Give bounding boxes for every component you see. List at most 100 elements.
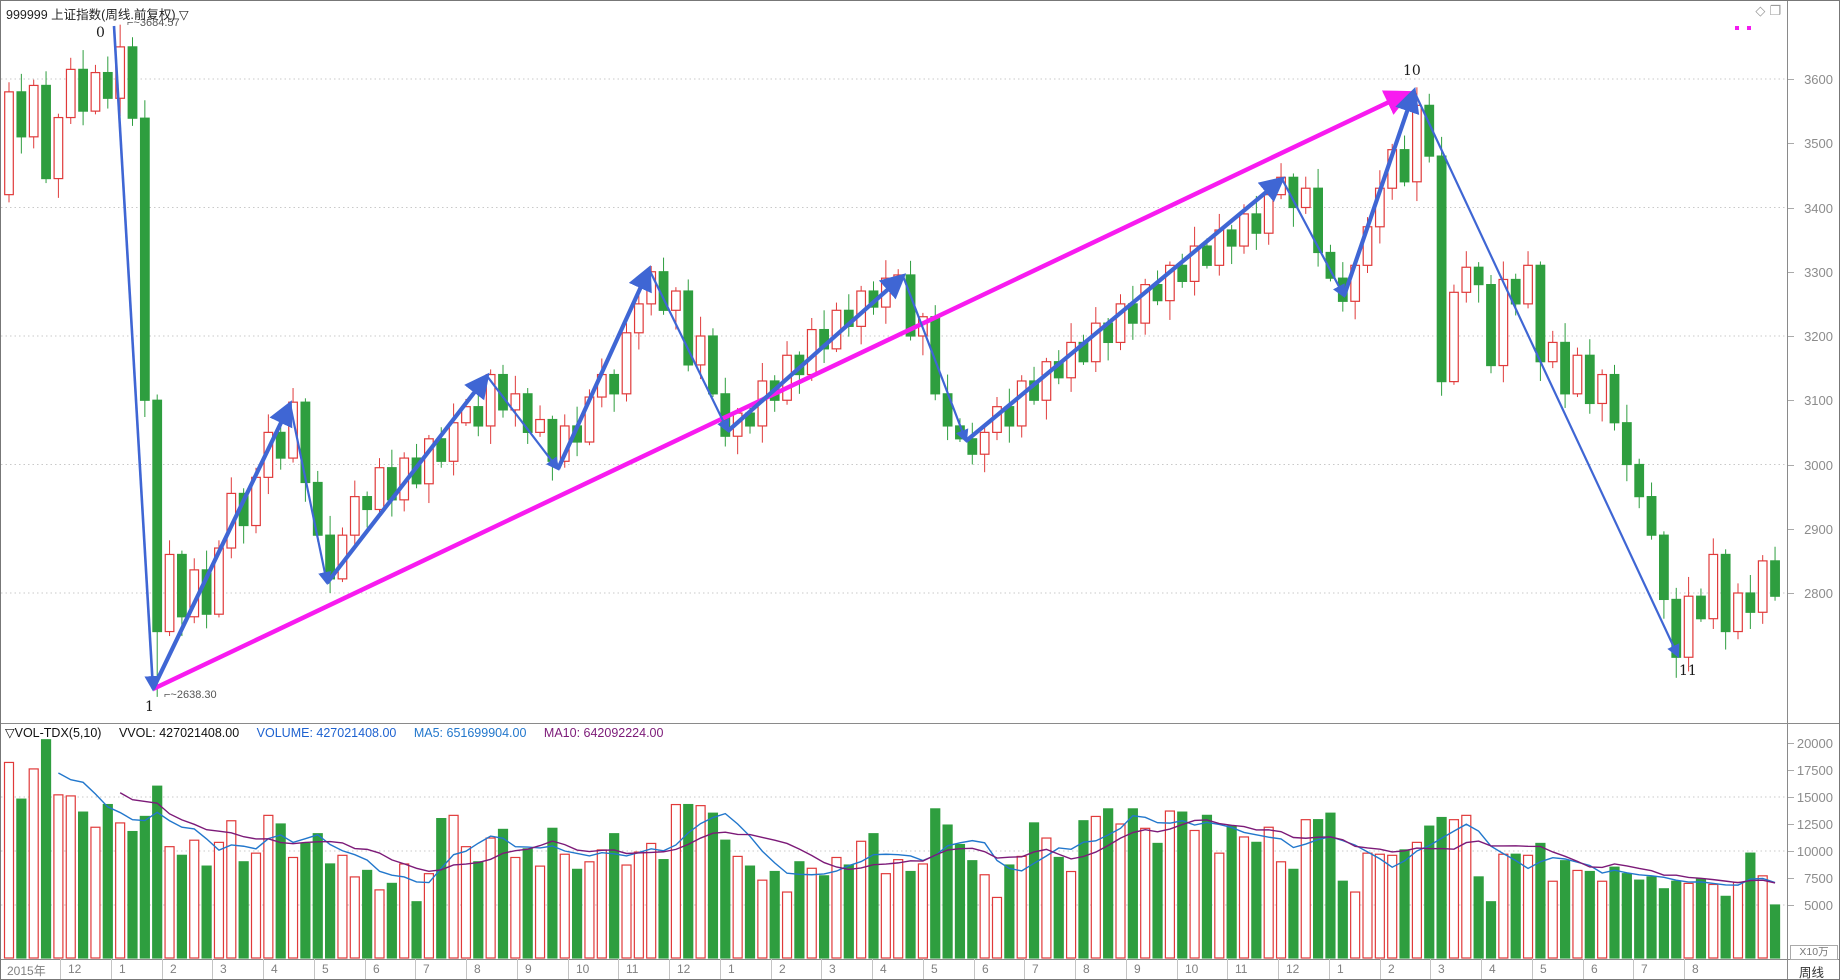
volume-bar[interactable] (1041, 837, 1052, 959)
volume-bar[interactable] (559, 853, 570, 959)
restore-window-icon[interactable]: ❐ (1769, 3, 1781, 18)
chart-canvas[interactable] (1, 1, 1787, 959)
volume-bar[interactable] (1498, 853, 1509, 959)
volume-bar[interactable] (102, 803, 113, 959)
candle[interactable] (1164, 264, 1175, 302)
candle[interactable] (374, 467, 385, 511)
candle[interactable] (152, 399, 163, 633)
volume-bar[interactable] (893, 859, 904, 959)
volume-bar[interactable] (1028, 822, 1040, 959)
candle[interactable] (300, 401, 311, 484)
volume-bar[interactable] (497, 828, 509, 959)
candle[interactable] (1757, 560, 1768, 613)
volume-bar[interactable] (1572, 869, 1583, 959)
candle[interactable] (53, 116, 64, 180)
diamond-icon[interactable]: ◇ (1755, 3, 1766, 18)
candle[interactable] (139, 117, 150, 401)
volume-bar[interactable] (547, 827, 558, 959)
volume-bar[interactable] (1424, 825, 1435, 959)
volume-bar[interactable] (1387, 854, 1398, 959)
candle[interactable] (1770, 560, 1780, 597)
volume-bar[interactable] (362, 869, 373, 959)
volume-bar[interactable] (1127, 808, 1138, 959)
candle[interactable] (819, 328, 829, 350)
volume-bar[interactable] (1103, 808, 1114, 959)
candle[interactable] (1609, 373, 1620, 424)
candle[interactable] (201, 569, 212, 615)
candle[interactable] (1634, 463, 1645, 498)
candle[interactable] (1263, 194, 1274, 234)
candle[interactable] (1140, 284, 1151, 324)
volume-bar[interactable] (1671, 880, 1682, 959)
volume-bar[interactable] (695, 805, 706, 959)
candle[interactable] (1300, 187, 1311, 209)
candle[interactable] (1066, 341, 1077, 379)
volume-bar[interactable] (312, 833, 323, 959)
candle[interactable] (646, 271, 657, 305)
candle[interactable] (1189, 245, 1200, 282)
volume-bar[interactable] (1720, 895, 1731, 959)
volume-bar[interactable] (720, 839, 731, 959)
volume-bar[interactable] (337, 854, 348, 959)
candle[interactable] (275, 431, 286, 459)
volume-bar[interactable] (880, 873, 891, 959)
volume-bar[interactable] (1337, 880, 1348, 959)
volume-bar[interactable] (646, 842, 657, 959)
volume-bar[interactable] (1473, 876, 1484, 959)
volume-bar[interactable] (781, 891, 793, 959)
volume-bar[interactable] (584, 861, 595, 959)
volume-bar[interactable] (1201, 814, 1213, 959)
volume-bar[interactable] (460, 846, 472, 959)
volume-bar[interactable] (1275, 861, 1287, 959)
volume-bar[interactable] (806, 867, 817, 959)
volume-bar[interactable] (250, 852, 262, 959)
candle[interactable] (1572, 354, 1583, 395)
volume-bar[interactable] (1535, 842, 1546, 959)
volume-bar[interactable] (164, 846, 175, 959)
candle[interactable] (979, 431, 990, 455)
candle[interactable] (1473, 266, 1484, 286)
candle[interactable] (448, 422, 459, 462)
volume-bar[interactable] (1090, 815, 1101, 959)
candle[interactable] (695, 335, 706, 366)
period-label[interactable]: 周线 (1799, 966, 1825, 980)
volume-bar[interactable] (1115, 823, 1126, 959)
drawing-handle-dot[interactable] (1747, 26, 1751, 30)
volume-bar[interactable] (213, 841, 225, 959)
candle[interactable] (102, 71, 113, 99)
volume-bar[interactable] (621, 864, 632, 959)
volume-bar[interactable] (1350, 891, 1361, 959)
volume-bar[interactable] (3, 761, 15, 959)
volume-bar[interactable] (115, 822, 126, 959)
volume-bar[interactable] (769, 870, 780, 959)
candle[interactable] (461, 406, 471, 424)
volume-bar[interactable] (856, 840, 867, 959)
candle[interactable] (1535, 264, 1546, 363)
wave-segment[interactable] (726, 273, 907, 433)
volume-bar[interactable] (189, 839, 200, 959)
candle[interactable] (633, 303, 644, 334)
candle[interactable] (1399, 149, 1410, 183)
volume-bar[interactable] (300, 842, 311, 959)
volume-bar[interactable] (16, 798, 27, 959)
candle[interactable] (1251, 213, 1262, 234)
volume-bar[interactable] (226, 820, 237, 959)
indicator-name[interactable]: ▽VOL-TDX(5,10) (5, 726, 102, 740)
candle[interactable] (436, 438, 447, 462)
candle[interactable] (4, 91, 14, 196)
volume-bar[interactable] (1522, 854, 1534, 959)
volume-bar[interactable] (1300, 819, 1311, 959)
wave-segment[interactable] (288, 403, 332, 586)
trend-line-magenta[interactable] (152, 90, 1413, 692)
volume-bar[interactable] (28, 768, 39, 959)
candle[interactable] (1090, 322, 1101, 363)
candle[interactable] (1226, 229, 1237, 247)
candle[interactable] (670, 290, 681, 311)
candle[interactable] (1733, 592, 1743, 633)
candle[interactable] (1560, 341, 1571, 395)
volume-bar[interactable] (1164, 810, 1176, 959)
volume-bar[interactable] (1584, 870, 1595, 959)
candle[interactable] (1325, 251, 1336, 279)
candle[interactable] (1041, 361, 1052, 401)
candle[interactable] (510, 393, 521, 411)
